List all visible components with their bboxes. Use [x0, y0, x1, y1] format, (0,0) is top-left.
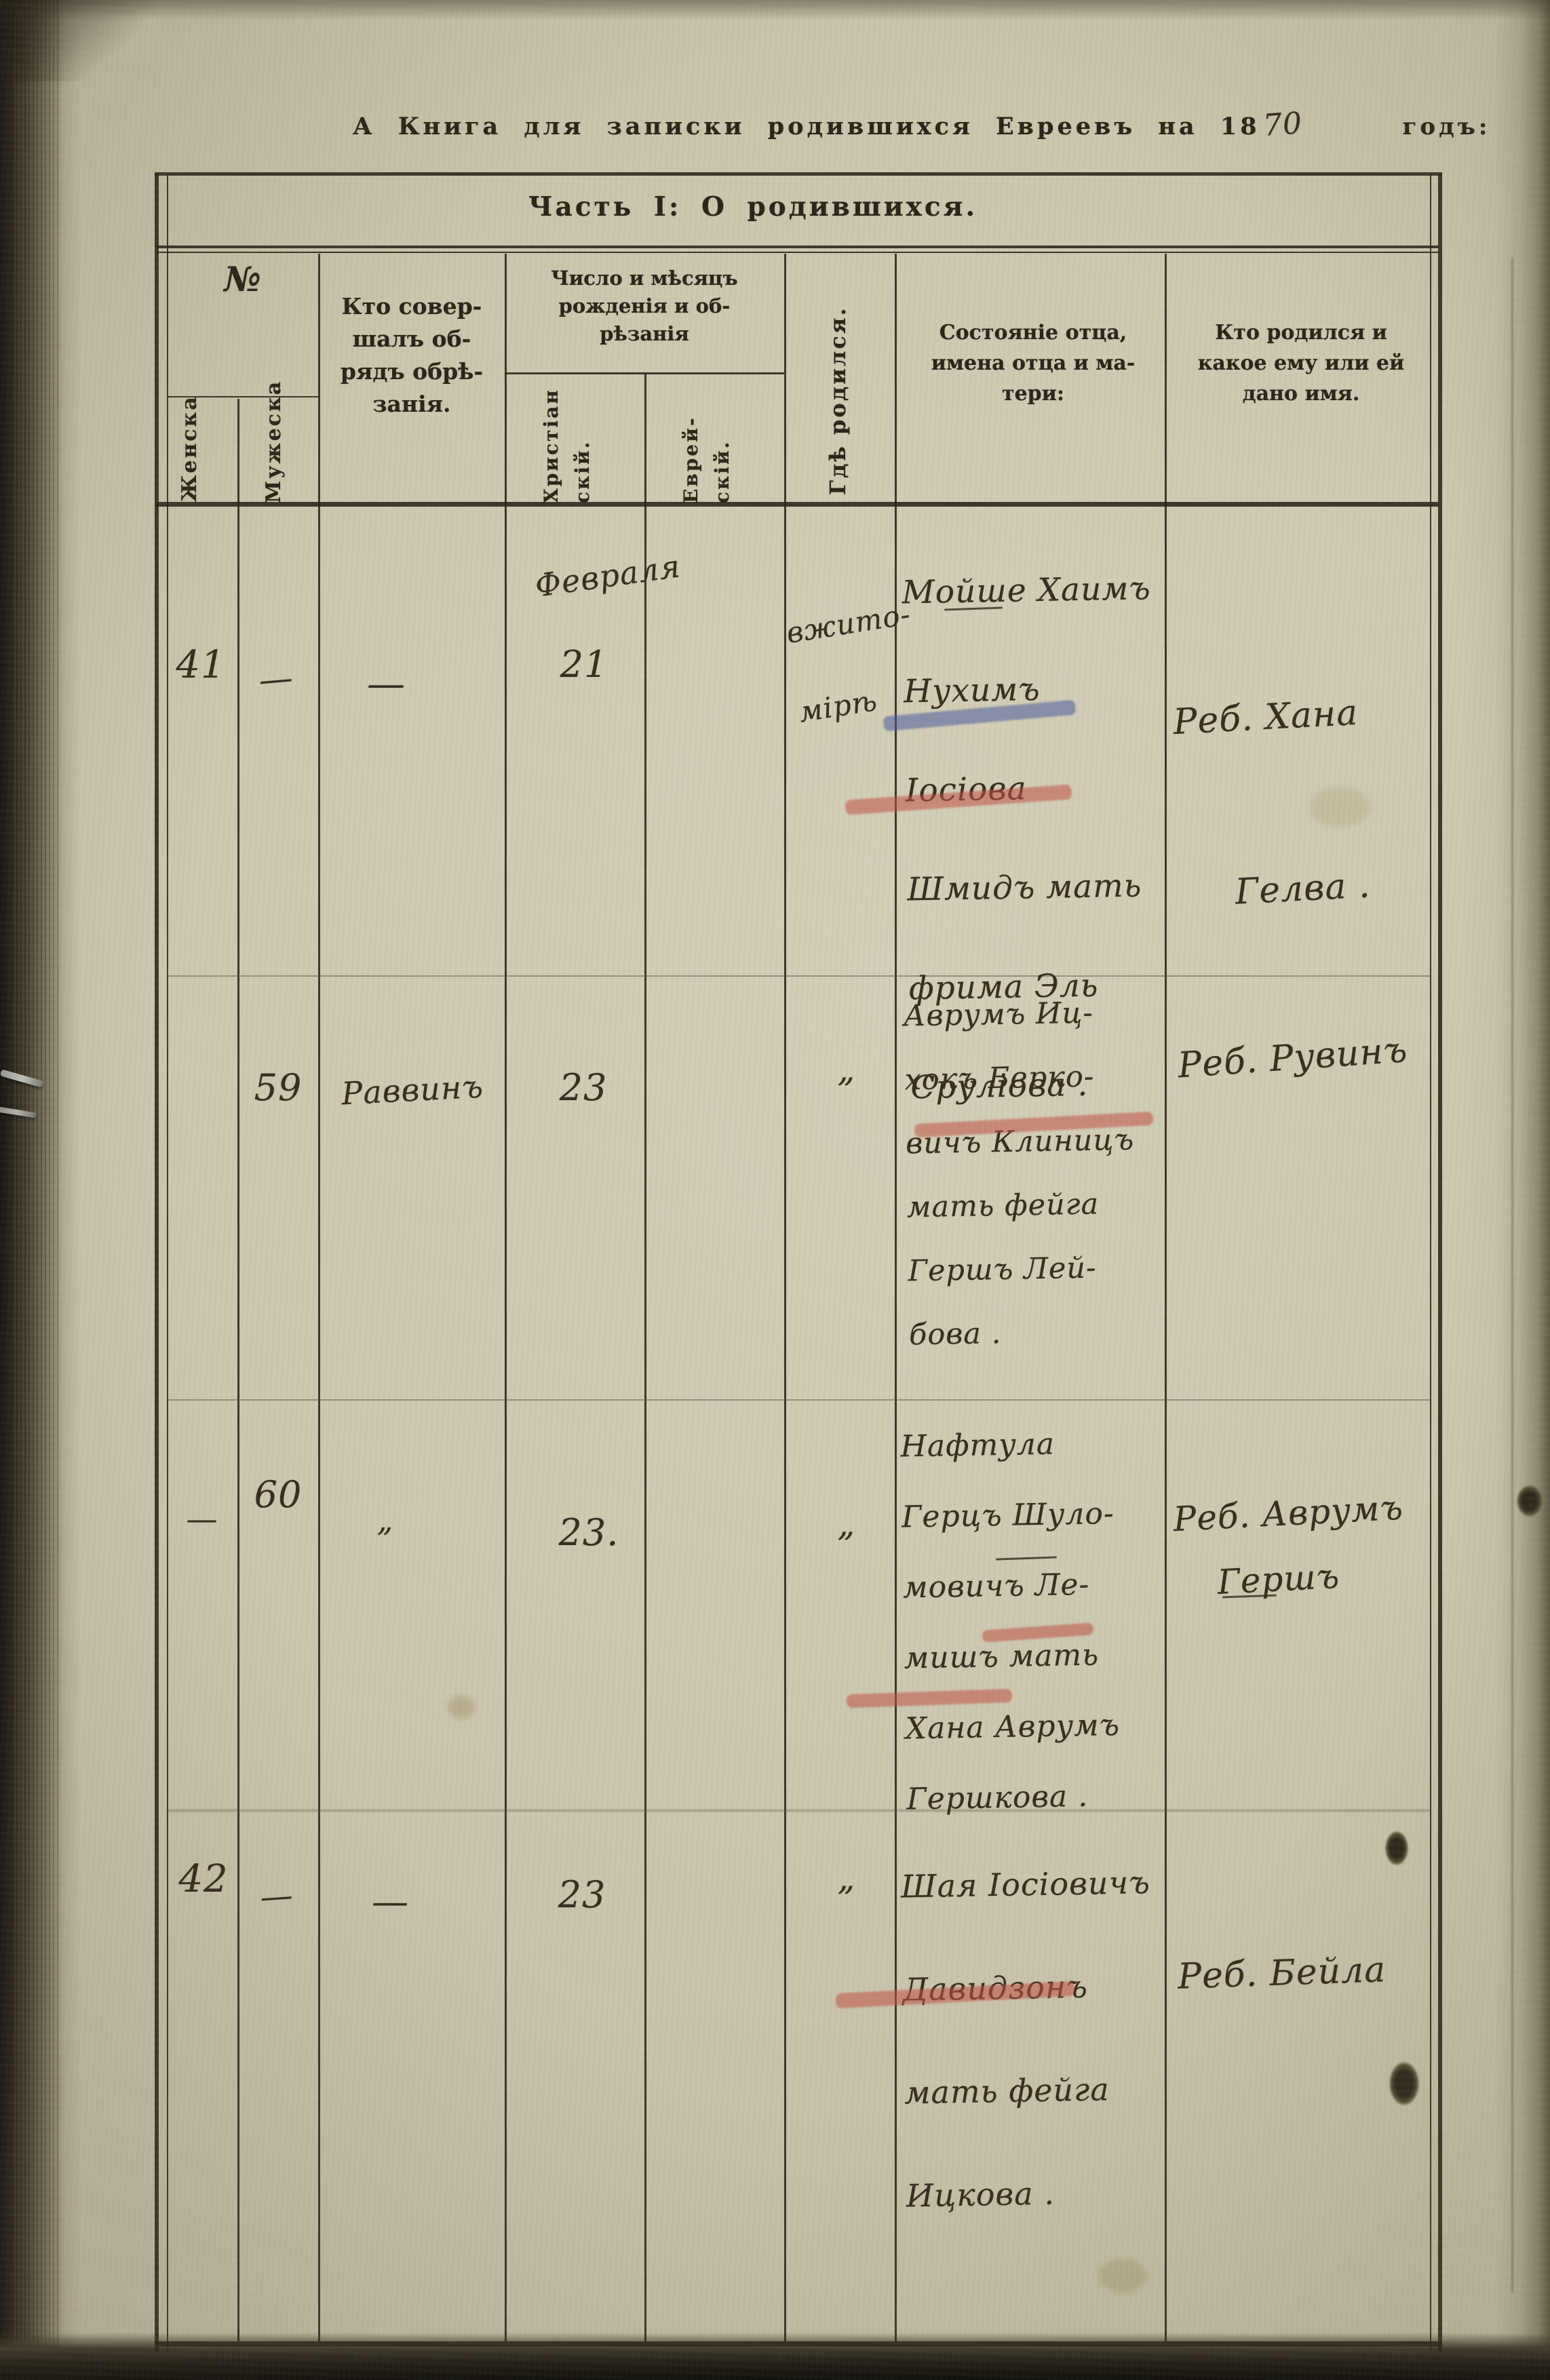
part-header: Часть I: О родившихся. [528, 191, 978, 222]
col-header-who-performed: Кто совер-шалъ об-рядъ обрѣ-занія. [340, 293, 484, 417]
rule-under-dategroup [505, 372, 784, 374]
cell-who-performed: „ [376, 1502, 394, 1538]
rule-date-where [784, 254, 786, 2341]
row-separator [167, 1810, 1430, 1812]
rule-who-date [505, 254, 507, 2341]
col-header-number: № [224, 259, 261, 299]
col-header-date-group: Число и мѣсяцъ рожденія и об-рѣзанія [551, 267, 738, 345]
page-right-edge [1455, 0, 1550, 2380]
rule-female-male [237, 399, 239, 2341]
paper-crease [1511, 258, 1513, 2293]
cell-male-no: 59 [254, 1066, 303, 1109]
table-border-left-inner [167, 174, 168, 2352]
bottom-page-edge [0, 2333, 1550, 2380]
col-header-christian: Христіан [540, 388, 562, 503]
cell-father-status: Аврумъ Иц-хокъ Берко-вичъ Клиницъ мать фе… [903, 996, 1135, 1352]
table-border-right-outer [1438, 174, 1442, 2352]
table-border-top [155, 172, 1442, 176]
page-title: А Книга для записки родившихся Евреевъ н… [353, 106, 1487, 143]
col-header-jewish-2: скій. [711, 440, 733, 503]
col-header-father-status: Состояніе отца, имена отца и ма-тери: [931, 321, 1136, 406]
col-header-child-name: Кто родился и какое ему или ей дано имя. [1197, 321, 1405, 406]
cell-who-performed: Раввинъ [340, 1068, 485, 1112]
cell-where-born: „ [837, 1858, 856, 1898]
cell-who-performed: — [372, 1880, 408, 1923]
paper-hole [1389, 2062, 1419, 2105]
cell-male-no: — [257, 657, 295, 701]
paper-stain [448, 1696, 475, 1719]
top-shadow [0, 0, 1550, 20]
page-stack-streaks [12, 0, 60, 2380]
band-rule-thin [156, 252, 1438, 253]
rule-number-who [318, 254, 320, 2341]
col-header-jewish: Еврей- [680, 416, 702, 503]
rule-father-name [1165, 254, 1167, 2341]
cell-child-name: Реб. Бейла [1177, 1949, 1387, 1997]
paper-stain [1099, 2259, 1146, 2293]
book-spine-edge [0, 0, 81, 2380]
cell-male-no: — [258, 1876, 295, 1917]
cell-child-name: Реб. Хана Гелва . [1171, 692, 1372, 913]
paper-stain [1309, 787, 1370, 827]
cell-child-name: Реб. Рувинъ [1176, 1030, 1410, 1087]
col-header-female: Женска [178, 395, 201, 502]
table-border-right-inner [1430, 174, 1431, 2352]
cell-female-no: — [186, 1500, 218, 1537]
cell-where-born: „ [837, 1050, 856, 1089]
col-header-where-born: Гдѣ родился. [825, 306, 851, 495]
rule-where-father [895, 254, 897, 2341]
table-border-bottom [155, 2341, 1442, 2347]
cell-christian-day: 23 [559, 1066, 608, 1109]
cell-month: Февраля [532, 547, 683, 604]
title-year-handwritten: 70 [1261, 106, 1304, 143]
cell-female-no: 41 [176, 643, 226, 687]
rule-under-number [167, 396, 319, 397]
cell-christian-day: 21 [560, 643, 608, 686]
row-separator [167, 1399, 1430, 1401]
cell-male-no: 60 [254, 1473, 303, 1516]
col-header-christian-2: скій. [571, 440, 594, 503]
cell-who-performed: — [367, 662, 405, 706]
cell-female-no: 42 [178, 1857, 229, 1901]
band-rule-thick [156, 246, 1438, 248]
cell-where-born: „ [837, 1504, 856, 1544]
row-separator [167, 975, 1430, 977]
table-border-left-outer [155, 174, 159, 2352]
title-printed: А Книга для записки родившихся Евреевъ н… [353, 113, 1260, 140]
col-header-male: Мужеска [262, 379, 286, 503]
cell-father-status: Нафтула Герцъ Шуло-мовичъ Ле-мишъ мать Хан… [900, 1426, 1121, 1817]
cell-christian-day: 23 [558, 1873, 606, 1916]
paper-hole [1385, 1831, 1408, 1865]
cell-child-name: Реб. Аврумъ Гершъ [1172, 1487, 1405, 1602]
dark-corner [0, 0, 176, 81]
cell-christian-day: 23. [558, 1511, 619, 1554]
paper-hole [1517, 1485, 1543, 1517]
header-bottom-rule [156, 502, 1438, 507]
title-suffix: годъ: [1402, 113, 1491, 140]
rule-christian-jewish [644, 374, 646, 2341]
